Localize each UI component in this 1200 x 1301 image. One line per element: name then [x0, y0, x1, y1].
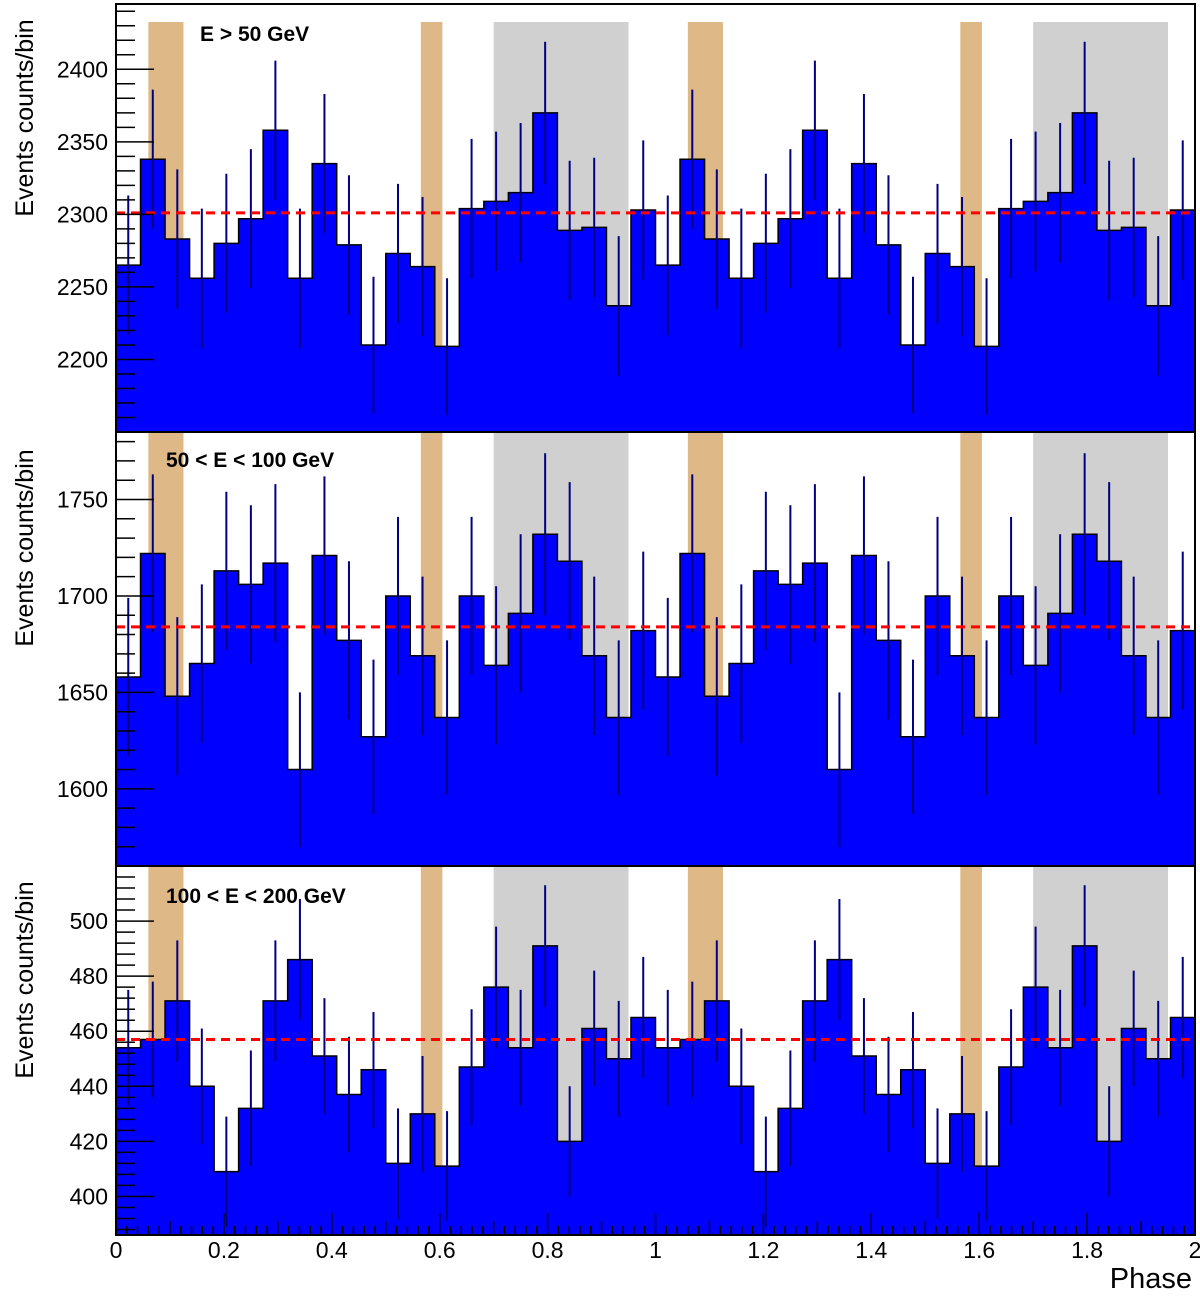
y-tick-label: 400 [70, 1183, 108, 1209]
y-axis-ticks: 1600 1650 1700 1750 [57, 440, 154, 867]
x-tick-label: 0.6 [424, 1237, 456, 1263]
x-tick-label: 0 [110, 1237, 123, 1263]
error-bars [127, 41, 1184, 415]
y-axis-label: Events counts/bin [11, 881, 39, 1078]
y-tick-label: 2200 [57, 346, 108, 372]
x-tick-label: 2 [1189, 1237, 1200, 1263]
panel-e-50-100: 1600 1650 1700 1750 50 < E < 100 GeV Events… [11, 431, 1196, 867]
histogram-outline [115, 112, 1196, 432]
x-tick-label: 1.8 [1071, 1237, 1103, 1263]
y-tick-label: 1600 [57, 776, 108, 802]
x-tick-label: 1.6 [963, 1237, 995, 1263]
panel-e-gt-50: 2200 2250 2300 2350 2400 E > 50 GeV Events c… [11, 3, 1196, 433]
panel-label: 100 < E < 200 GeV [166, 885, 346, 908]
error-bars [127, 453, 1184, 847]
y-tick-label: 460 [70, 1018, 108, 1044]
x-axis-label: Phase [1110, 1263, 1192, 1295]
panel-label: 50 < E < 100 GeV [166, 449, 334, 472]
y-tick-label: 1650 [57, 679, 108, 705]
x-tick-label: 0.4 [316, 1237, 348, 1263]
y-tick-label: 2250 [57, 274, 108, 300]
x-tick-label: 1.4 [855, 1237, 887, 1263]
y-axis-ticks: 400 420 440 460 480 500 [70, 865, 154, 1231]
y-tick-label: 2400 [57, 56, 108, 82]
histogram-outline [115, 945, 1196, 1235]
y-tick-label: 1700 [57, 583, 108, 609]
x-tick-label: 1.2 [747, 1237, 779, 1263]
y-tick-label: 440 [70, 1073, 108, 1099]
x-axis-ticks: 0 0.2 0.4 0.6 0.8 1 1.2 1.4 1.6 1.8 2 [110, 1213, 1200, 1263]
panel-e-100-200: 400 420 440 460 480 500 100 < E < 200 GeV Eve… [11, 865, 1196, 1236]
x-tick-label: 0.2 [208, 1237, 240, 1263]
x-tick-label: 0.8 [532, 1237, 564, 1263]
y-axis-label: Events counts/bin [11, 19, 39, 216]
y-tick-label: 480 [70, 963, 108, 989]
y-tick-label: 500 [70, 908, 108, 934]
y-tick-label: 1750 [57, 487, 108, 513]
x-tick-label: 1 [649, 1237, 662, 1263]
y-tick-label: 2350 [57, 129, 108, 155]
panel-label: E > 50 GeV [200, 23, 309, 46]
error-bars [127, 885, 1184, 1227]
y-tick-label: 2300 [57, 201, 108, 227]
y-axis-label: Events counts/bin [11, 449, 39, 646]
y-tick-label: 420 [70, 1128, 108, 1154]
histogram-outline [115, 533, 1196, 866]
